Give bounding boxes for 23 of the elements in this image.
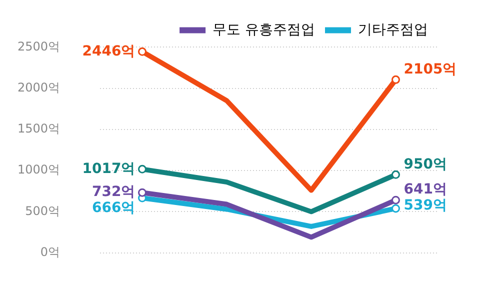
point bbox=[138, 164, 146, 174]
point bbox=[392, 204, 400, 213]
legend-label: 기타주점업 bbox=[358, 22, 428, 38]
data-label: 2446억 bbox=[82, 43, 136, 60]
data-label: 732억 bbox=[92, 184, 136, 200]
data-label: 1017억 bbox=[82, 160, 136, 177]
point bbox=[138, 188, 146, 197]
point bbox=[138, 47, 146, 56]
y-tick-label: 1500억 bbox=[17, 122, 60, 136]
y-tick-label: 2500억 bbox=[17, 39, 60, 54]
data-label: 666억 bbox=[92, 200, 136, 216]
data-label: 2105억 bbox=[404, 61, 457, 78]
data-label: 641억 bbox=[404, 182, 447, 198]
y-tick-label: 1000억 bbox=[17, 162, 60, 177]
y-tick-label: 0억 bbox=[40, 244, 60, 259]
data-label: 950억 bbox=[404, 156, 447, 172]
point bbox=[392, 196, 400, 204]
y-tick-label: 500억 bbox=[25, 204, 60, 218]
point bbox=[392, 170, 400, 179]
y-tick-label: 2000억 bbox=[17, 80, 60, 94]
data-label: 539억 bbox=[404, 198, 447, 214]
point bbox=[392, 75, 400, 84]
legend-label: 무도 유흥주점업 bbox=[212, 22, 316, 38]
